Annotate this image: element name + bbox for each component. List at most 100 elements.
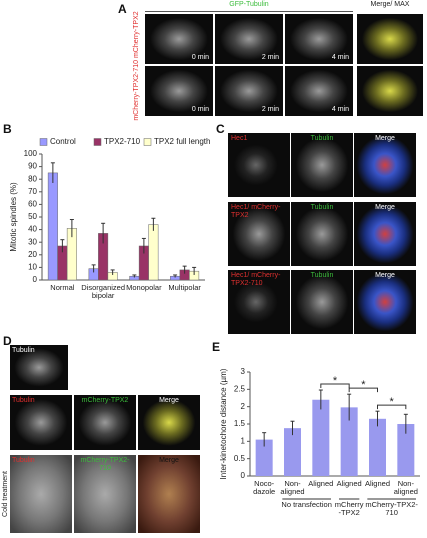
time-label: 2 min [261, 54, 279, 61]
significance-mark: * [390, 396, 395, 408]
column-header: GFP-Tubulin [229, 1, 269, 8]
channel-label: Hec1 [231, 135, 248, 142]
header-rule [145, 11, 353, 12]
micrograph [215, 14, 283, 64]
y-tick-label: 60 [28, 200, 37, 209]
significance-bracket [348, 387, 378, 393]
bar [369, 418, 386, 476]
legend-swatch [143, 138, 152, 146]
panel-label: D [3, 334, 12, 348]
legend-swatch [93, 138, 102, 146]
micrograph [291, 270, 353, 334]
micrograph [357, 66, 423, 116]
micrograph [145, 66, 213, 116]
channel-label: mCherry-TPX2-710 [80, 457, 130, 472]
x-tick-label: Noco-dazole [253, 479, 276, 496]
channel-label: Tubulin [310, 272, 334, 279]
micrograph [354, 202, 416, 266]
channel-label: Hec1/ mCherry-TPX2-710 [231, 272, 281, 287]
channel-label: Hec1/ mCherry-TPX2 [231, 204, 281, 219]
micrograph [285, 14, 353, 64]
y-tick-label: 70 [28, 187, 37, 196]
channel-label: mCherry-TPX2 [81, 397, 129, 404]
y-axis-label: Mitotic spindles (%) [9, 182, 18, 252]
micrograph [228, 270, 290, 334]
time-label: 0 min [191, 54, 209, 61]
legend-label: TPX2 full length [154, 137, 210, 146]
x-tick-label: Non-aligned [280, 479, 305, 496]
channel-label: Merge [375, 272, 395, 279]
micrograph [215, 66, 283, 116]
panel-label: C [216, 122, 225, 136]
panel-label: B [3, 122, 12, 136]
x-tick-label: Aligned [336, 479, 362, 488]
x-tick-label: Aligned [364, 479, 390, 488]
micrograph [138, 455, 200, 533]
bar [397, 424, 415, 476]
x-tick-label: Disorganized bipolar [81, 283, 126, 300]
y-tick-label: 1.5 [234, 419, 246, 428]
micrograph [357, 14, 423, 64]
row-label: mCherry-TPX2-710 mCherry-TPX2 [133, 11, 140, 121]
channel-label: Tubulin [310, 135, 334, 142]
y-tick-label: 50 [28, 212, 37, 221]
channel-label: Tubulin [12, 347, 35, 354]
bar [148, 224, 159, 281]
side-label: Cold treatment [2, 471, 9, 517]
channel-label: Tubulin [12, 397, 35, 404]
legend-label: TPX2-710 [104, 137, 141, 146]
y-tick-label: 3 [241, 367, 246, 376]
group-label: mCherry-TPX2-710 [365, 500, 418, 517]
y-tick-label: 90 [28, 162, 37, 171]
micrograph [10, 395, 72, 450]
bar [255, 439, 273, 476]
micrograph [10, 455, 72, 533]
micrograph [354, 133, 416, 197]
y-tick-label: 2 [241, 402, 246, 411]
micrograph [354, 270, 416, 334]
x-tick-label: Multipolar [168, 283, 201, 292]
channel-label: Merge [159, 457, 179, 464]
micrograph [291, 133, 353, 197]
x-tick-label: Monopolar [126, 283, 162, 292]
channel-label: Tubulin [12, 457, 35, 464]
significance-bracket [320, 383, 350, 389]
x-tick-label: Non-aligned [393, 479, 418, 496]
y-tick-label: 40 [28, 225, 37, 234]
x-tick-label: Normal [50, 283, 75, 292]
micrograph [74, 455, 136, 533]
micrograph [10, 345, 68, 390]
y-axis-label: Inter-kinetochore distance (µm) [219, 368, 228, 479]
channel-label: Merge [375, 135, 395, 142]
micrograph [285, 66, 353, 116]
micrograph [228, 133, 290, 197]
y-tick-label: 0 [33, 275, 38, 284]
micrograph [291, 202, 353, 266]
panel-label: A [118, 2, 127, 16]
significance-mark: * [361, 379, 366, 391]
channel-label: Merge [159, 397, 179, 404]
y-tick-label: 20 [28, 250, 37, 259]
micrograph [138, 395, 200, 450]
y-tick-label: 100 [24, 149, 38, 158]
y-tick-label: 0.5 [234, 454, 246, 463]
y-tick-label: 2.5 [234, 384, 246, 393]
y-tick-label: 1 [241, 436, 246, 445]
y-tick-label: 80 [28, 174, 37, 183]
channel-label: Tubulin [310, 204, 334, 211]
y-tick-label: 0 [241, 471, 246, 480]
time-label: 4 min [331, 106, 349, 113]
y-tick-label: 30 [28, 237, 37, 246]
bar [47, 172, 58, 281]
legend-swatch [39, 138, 48, 146]
legend-label: Control [50, 137, 76, 146]
group-label: mCherry -TPX2 [334, 500, 364, 517]
bar [340, 407, 358, 476]
significance-bracket [377, 404, 407, 410]
bar [312, 399, 330, 476]
micrograph [145, 14, 213, 64]
x-tick-label: Aligned [308, 479, 334, 488]
time-label: 0 min [191, 106, 209, 113]
